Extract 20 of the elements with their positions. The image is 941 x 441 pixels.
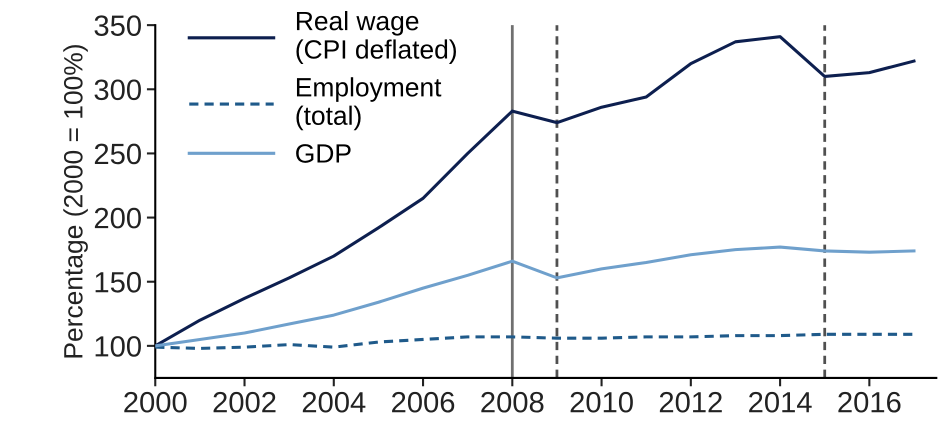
x-tick-label: 2016 (838, 392, 901, 413)
legend-label: Real wage (CPI deflated) (296, 10, 456, 64)
x-tick-label: 2006 (392, 392, 454, 413)
x-tick-label: 2004 (302, 392, 366, 413)
x-tick-label: 2014 (749, 392, 812, 413)
x-tick-label: 2000 (124, 392, 187, 413)
y-tick-label: 100 (96, 336, 141, 357)
y-tick-label: 350 (94, 15, 141, 36)
line-series (155, 246, 916, 348)
x-tick-label: 2002 (214, 392, 276, 413)
x-tick-label: 2008 (481, 392, 544, 413)
y-axis-title: Percentage (2000 = 100%) (63, 45, 88, 358)
legend-label: GDP (296, 144, 351, 163)
x-tick-label: 2012 (660, 392, 722, 413)
y-tick-label: 300 (94, 79, 141, 100)
x-tick-label: 2010 (570, 392, 633, 413)
y-tick-label: 250 (94, 144, 141, 164)
y-tick-label: 200 (94, 208, 141, 228)
y-tick-label: 150 (96, 272, 141, 293)
legend-label: Employment (total) (296, 77, 442, 130)
